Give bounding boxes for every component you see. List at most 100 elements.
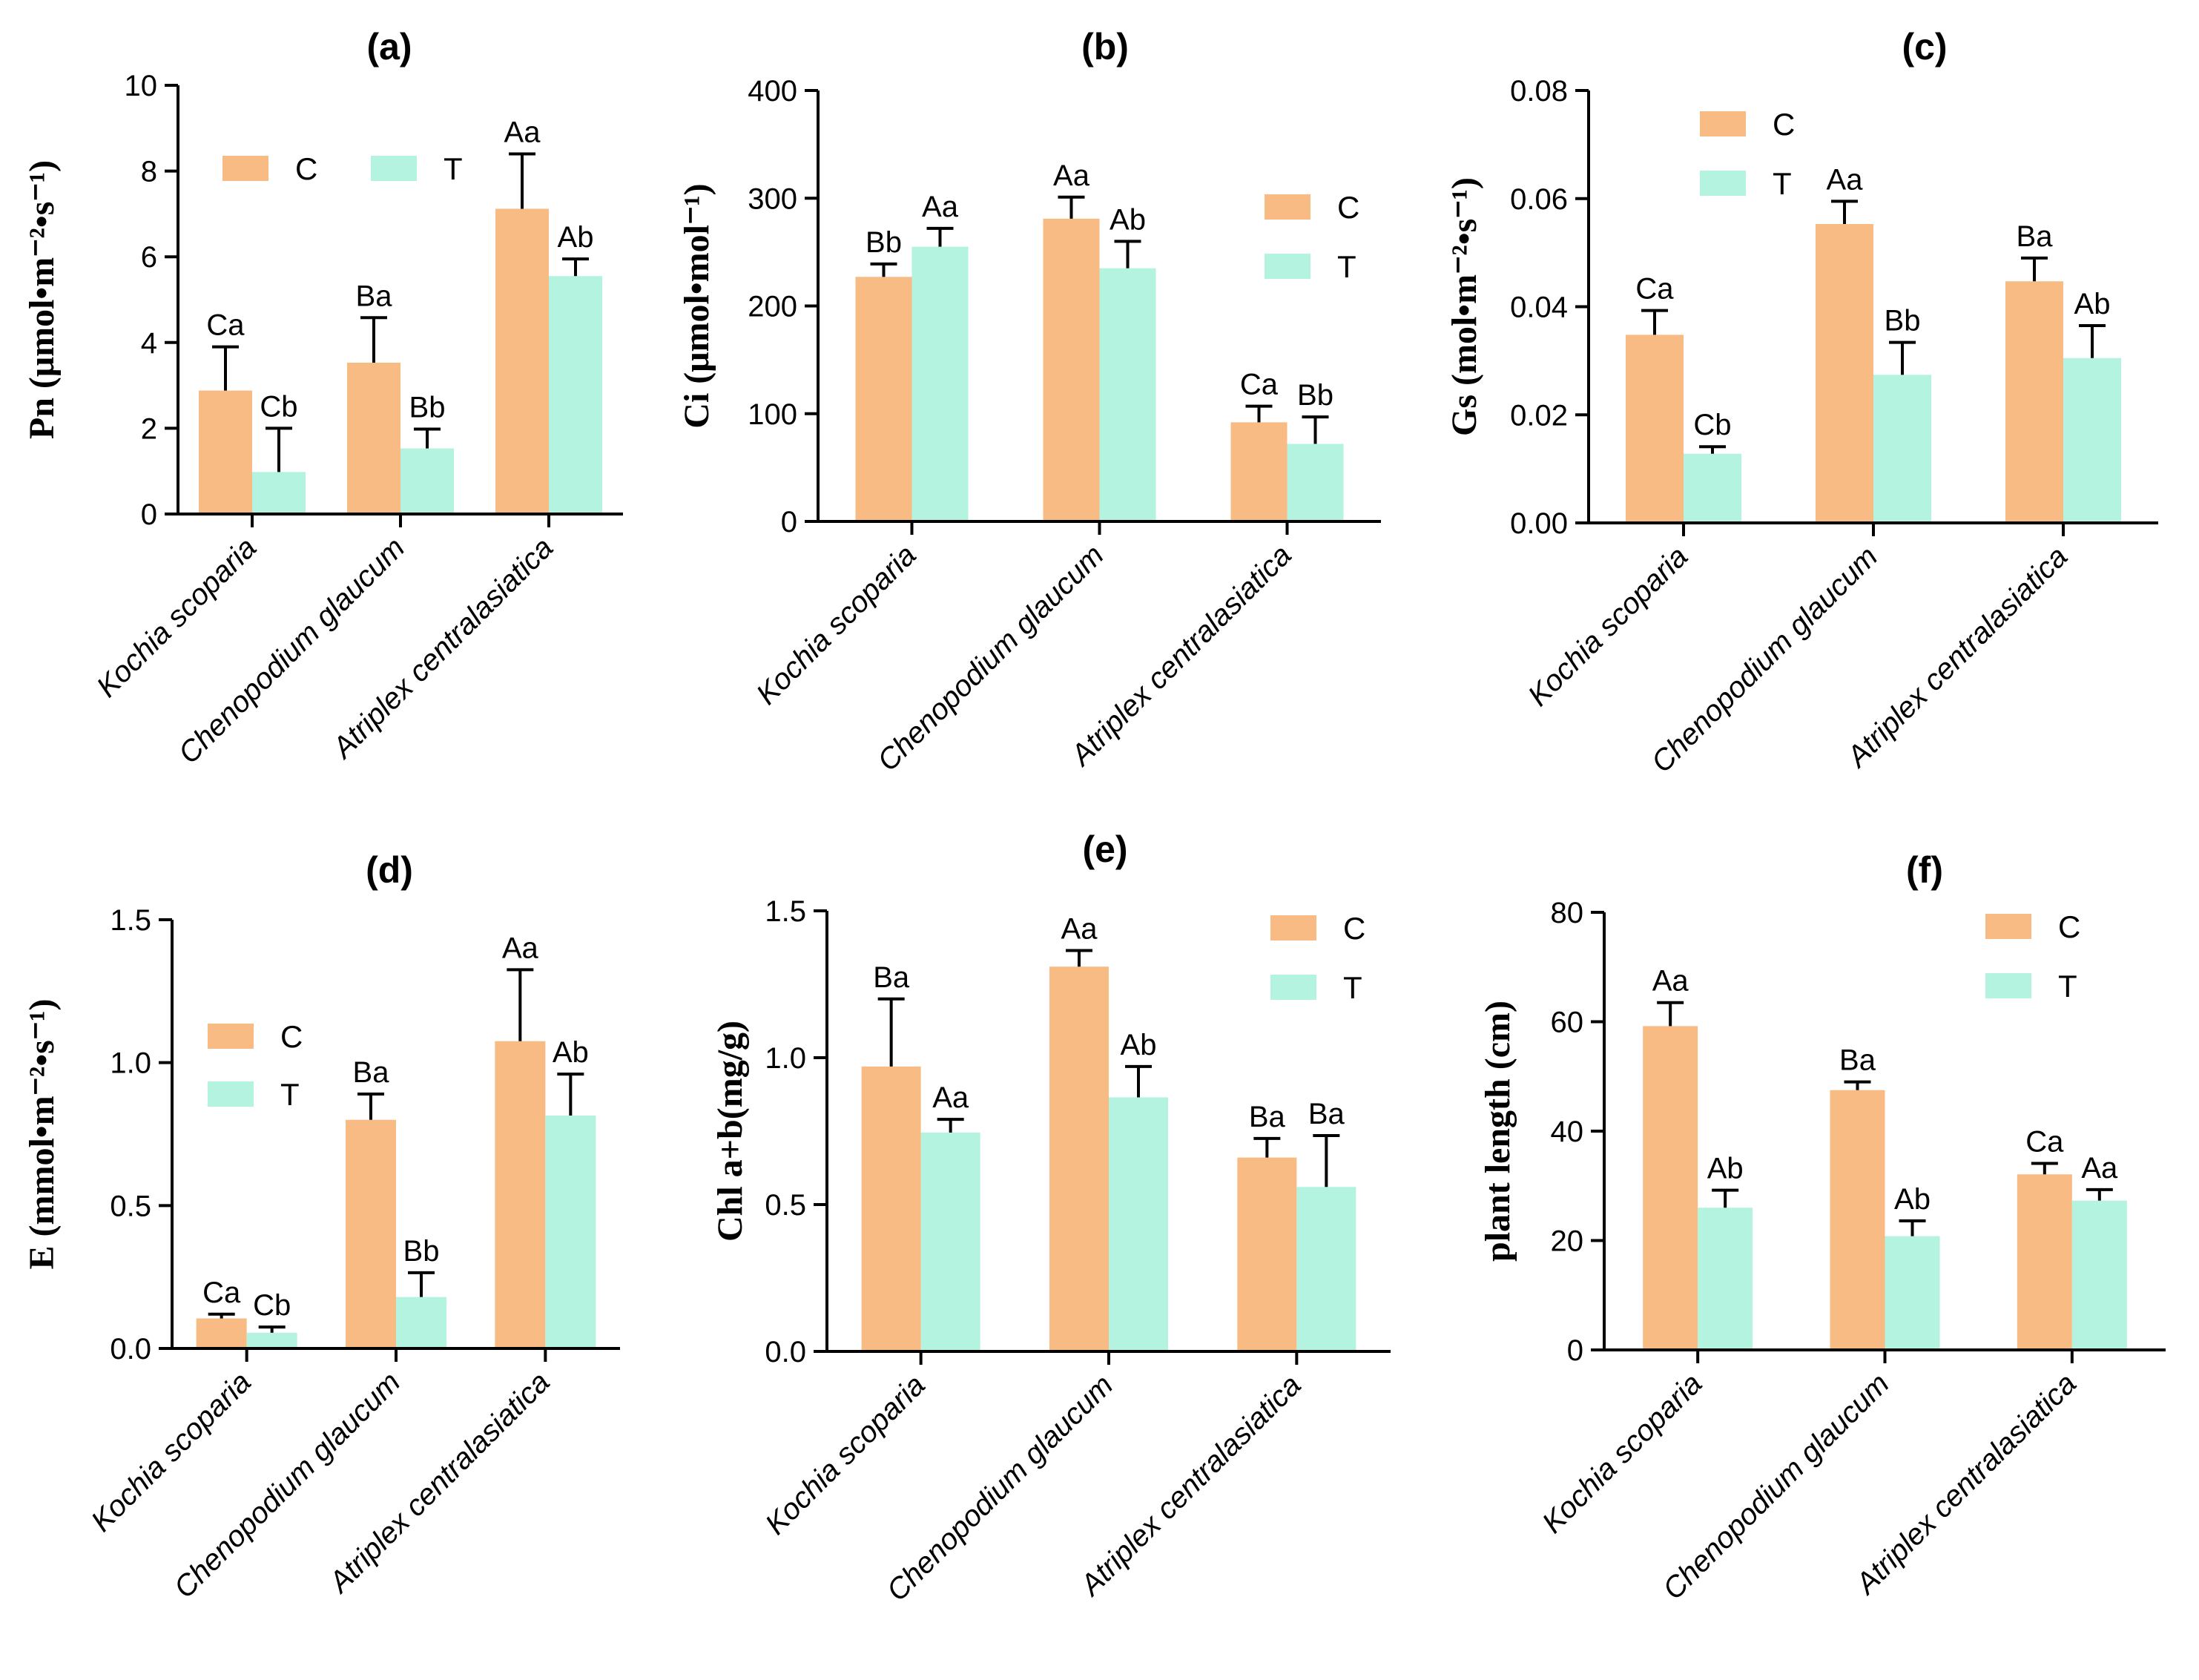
error-bar-T-2 — [1125, 1064, 1152, 1098]
significance-label: Ca — [206, 309, 245, 342]
significance-label: Cb — [253, 1289, 291, 1322]
significance-label: Ba — [1249, 1101, 1286, 1133]
category-label: Kochia scoparia — [759, 1368, 932, 1541]
y-tick-label: 0.02 — [1510, 399, 1568, 432]
legend-swatch-T — [1270, 975, 1316, 1000]
bar-T-1 — [911, 246, 969, 521]
legend-swatch-C — [1270, 915, 1316, 941]
significance-label: Cb — [1693, 409, 1731, 441]
legend-swatch-T — [208, 1081, 254, 1107]
y-tick-label: 1.0 — [765, 1042, 806, 1075]
y-tick-label: 10 — [125, 70, 158, 102]
significance-label: Ba — [873, 961, 910, 994]
panel-title: (c) — [1902, 26, 1947, 67]
bar-T-2 — [396, 1297, 446, 1348]
error-bar-T-2 — [1899, 1219, 1926, 1236]
category-label: Atriplex centralasiatica — [1064, 538, 1298, 773]
bar-T-3 — [2063, 358, 2121, 523]
y-tick-label: 300 — [748, 182, 797, 215]
y-tick-label: 400 — [748, 75, 797, 108]
bar-T-2 — [400, 448, 454, 514]
legend-label: C — [280, 1019, 303, 1054]
significance-label: Ba — [2017, 220, 2054, 253]
bar-C-2 — [346, 1119, 396, 1348]
significance-label: Aa — [504, 116, 541, 148]
significance-label: Bb — [1885, 305, 1921, 337]
significance-label: Bb — [403, 1235, 440, 1268]
y-tick-label: 1.5 — [765, 895, 806, 928]
legend: CT — [1270, 911, 1365, 1005]
bar-C-2 — [1049, 966, 1109, 1351]
legend: CT — [1700, 107, 1795, 201]
bar-C-3 — [1237, 1157, 1297, 1351]
significance-label: Bb — [409, 392, 446, 424]
panel-a: (a) Pn (μmol•m⁻²•s⁻¹) Ca Cb Kochia scoparia B… — [22, 26, 623, 770]
bar-C-1 — [196, 1318, 247, 1348]
significance-label: Ab — [553, 1036, 589, 1069]
y-tick-label: 0.5 — [110, 1190, 151, 1222]
error-bar-T-3 — [2086, 1187, 2113, 1201]
error-bar-C-3 — [509, 152, 535, 209]
y-tick-label: 0.0 — [110, 1333, 151, 1366]
error-bar-T-1 — [266, 426, 292, 472]
bar-C-2 — [1816, 224, 1873, 523]
y-tick-label: 1.5 — [110, 904, 151, 937]
bar-C-3 — [495, 208, 549, 514]
y-tick-label: 0.5 — [765, 1189, 806, 1222]
error-bar-C-2 — [1058, 195, 1085, 219]
error-bar-C-1 — [870, 262, 897, 277]
significance-label: Ba — [356, 280, 393, 312]
error-bar-C-3 — [1253, 1136, 1281, 1158]
category-label: Atriplex centralasiatica — [1073, 1368, 1308, 1603]
legend-label: T — [444, 151, 463, 186]
legend-label: C — [1773, 107, 1795, 142]
significance-label: Aa — [1053, 159, 1090, 192]
error-bar-C-2 — [1066, 949, 1092, 967]
significance-label: Aa — [502, 932, 539, 964]
error-bar-T-1 — [1699, 445, 1726, 454]
y-axis-label: plant length (cm) — [1478, 1001, 1517, 1262]
significance-label: Ab — [558, 221, 594, 254]
significance-label: Aa — [1061, 912, 1098, 945]
significance-label: Ba — [1839, 1044, 1876, 1077]
bar-T-3 — [549, 276, 602, 514]
y-axis-label: Gs (mol•m⁻²•s⁻¹) — [1445, 177, 1484, 436]
panel-title: (a) — [366, 26, 412, 67]
error-bar-T-3 — [562, 257, 589, 277]
y-tick-label: 8 — [141, 156, 157, 188]
bar-T-1 — [920, 1132, 980, 1351]
panel-c: (c) Gs (mol•m⁻²•s⁻¹) Ca Cb Kochia scoparia Aa… — [1445, 26, 2158, 779]
y-tick-label: 1.0 — [110, 1047, 151, 1080]
error-bar-T-2 — [414, 427, 441, 449]
error-bar-T-1 — [258, 1325, 286, 1333]
bar-T-2 — [1885, 1236, 1940, 1350]
legend: CT — [1985, 909, 2080, 1004]
bar-T-1 — [246, 1332, 297, 1348]
y-axis-label: Ci (μmol•mol⁻¹) — [677, 183, 716, 428]
y-tick-label: 0.08 — [1510, 75, 1568, 108]
error-bar-C-2 — [1844, 1080, 1871, 1090]
significance-label: Ab — [1121, 1029, 1157, 1061]
bar-T-3 — [1287, 444, 1344, 521]
bar-C-3 — [495, 1041, 546, 1348]
significance-label: Aa — [2081, 1152, 2118, 1185]
error-bar-T-3 — [2079, 324, 2106, 358]
error-bar-T-2 — [1889, 340, 1916, 375]
bar-C-2 — [347, 362, 400, 514]
bar-C-1 — [861, 1066, 921, 1351]
legend-swatch-C — [1985, 914, 2031, 939]
bar-T-1 — [1684, 453, 1741, 523]
legend-label: T — [1337, 249, 1356, 284]
legend-swatch-T — [1265, 254, 1311, 279]
y-tick-label: 0.00 — [1510, 507, 1568, 540]
error-bar-C-1 — [212, 345, 239, 391]
y-tick-label: 0.0 — [765, 1336, 806, 1368]
error-bar-T-1 — [1712, 1188, 1739, 1208]
legend-swatch-C — [1700, 111, 1746, 136]
bar-T-3 — [2071, 1200, 2127, 1350]
legend-swatch-C — [222, 156, 268, 181]
error-bar-T-3 — [557, 1073, 584, 1116]
category-label: Kochia scoparia — [90, 531, 263, 703]
y-tick-label: 0.04 — [1510, 291, 1568, 324]
